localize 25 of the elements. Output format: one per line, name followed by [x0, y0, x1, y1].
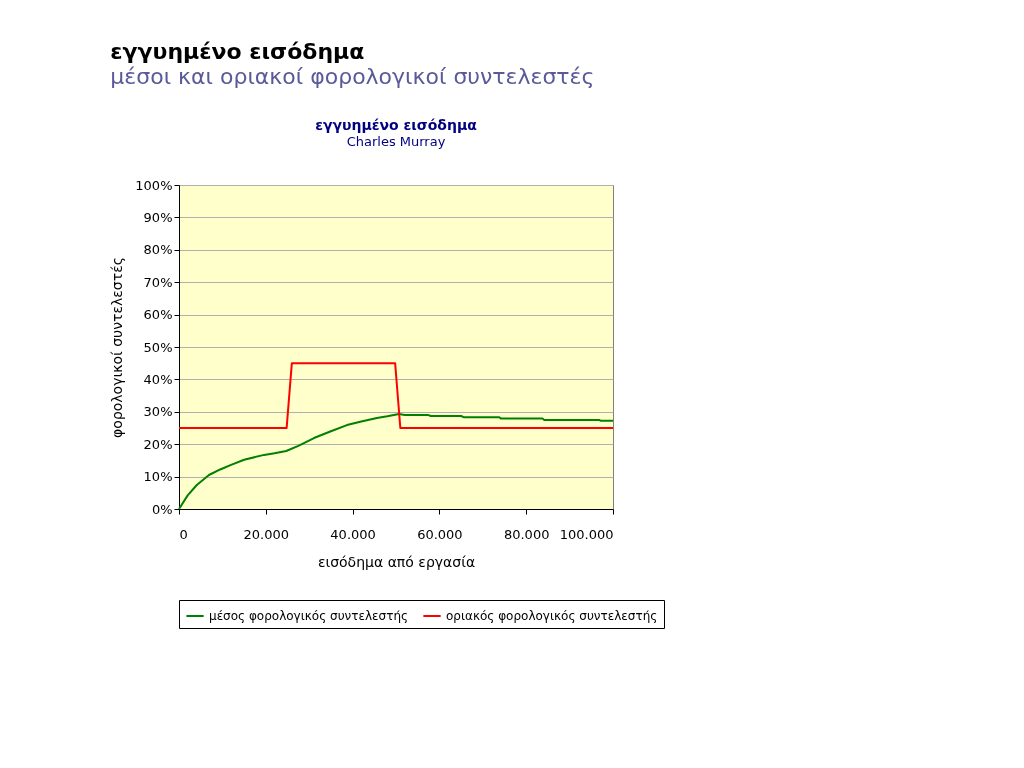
- y-tick-label: 40%: [143, 371, 173, 387]
- x-tick-label: 80.000: [503, 526, 550, 542]
- y-tick-label: 30%: [143, 404, 173, 420]
- y-tick-label: 70%: [143, 274, 173, 290]
- y-tick-label: 50%: [143, 339, 173, 355]
- text: μέσοι και οριακοί φορολογικοί συντελεστές: [110, 63, 595, 89]
- x-tick-label: 40.000: [330, 526, 376, 542]
- chart-title: εγγυημένο εισόδημα: [315, 117, 478, 133]
- x-axis-title: εισόδημα από εργασία: [317, 553, 476, 570]
- x-tick-label: 100.000: [559, 526, 614, 542]
- x-tick-label: 20.000: [243, 526, 290, 542]
- y-tick-label: 0%: [151, 501, 173, 517]
- x-tick-label: 0: [179, 526, 188, 542]
- y-tick-label: 90%: [143, 209, 173, 225]
- chart-subtitle: Charles Murray: [346, 134, 446, 149]
- y-tick-label: 10%: [143, 469, 173, 485]
- x-tick-label: 60.000: [417, 526, 463, 542]
- text: εγγυημένο εισόδημα: [110, 38, 365, 64]
- y-axis-title: φορολογικοί συντελεστές: [109, 257, 126, 438]
- y-tick-label: 100%: [135, 177, 173, 193]
- legend-label: οριακός φορολογικός συντελεστής: [446, 609, 658, 623]
- legend-label: μέσος φορολογικός συντελεστής: [209, 609, 409, 623]
- y-tick-label: 60%: [143, 307, 173, 323]
- y-tick-label: 20%: [143, 436, 173, 452]
- y-tick-label: 80%: [143, 242, 173, 258]
